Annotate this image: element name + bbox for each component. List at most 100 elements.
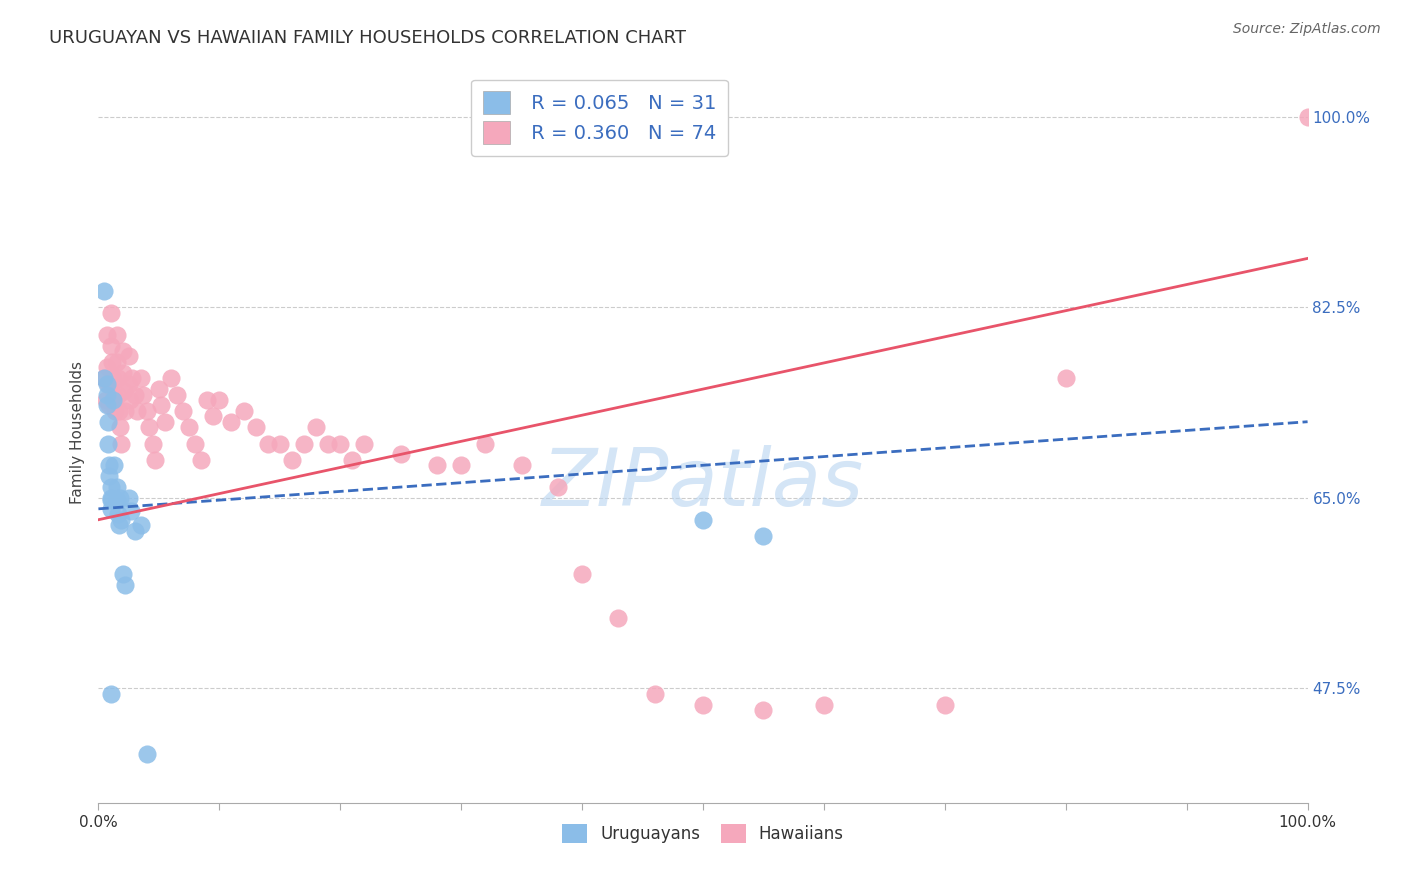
Point	[100, 355, 122, 369]
Point	[100, 687, 122, 701]
Point	[256, 436, 278, 450]
Point	[316, 436, 339, 450]
Point	[124, 387, 146, 401]
Point	[692, 513, 714, 527]
Point	[96, 387, 118, 401]
Point	[692, 698, 714, 712]
Point	[101, 392, 124, 407]
Point	[292, 436, 315, 450]
Point	[179, 420, 201, 434]
Point	[813, 698, 835, 712]
Point	[103, 387, 125, 401]
Point	[426, 458, 449, 473]
Point	[105, 493, 128, 508]
Point	[107, 387, 129, 401]
Point	[110, 513, 132, 527]
Point	[110, 436, 132, 450]
Point	[135, 747, 157, 761]
Point	[93, 371, 115, 385]
Point	[98, 469, 121, 483]
Point	[143, 453, 166, 467]
Point	[127, 404, 149, 418]
Point	[108, 518, 131, 533]
Point	[269, 436, 291, 450]
Point	[97, 376, 120, 391]
Point	[96, 360, 118, 375]
Point	[934, 698, 956, 712]
Point	[172, 404, 194, 418]
Point	[107, 508, 129, 522]
Point	[329, 436, 352, 450]
Point	[305, 420, 328, 434]
Point	[150, 398, 173, 412]
Point	[510, 458, 533, 473]
Point	[112, 384, 135, 399]
Point	[118, 350, 141, 364]
Point	[153, 415, 176, 429]
Point	[100, 491, 122, 505]
Point	[93, 284, 115, 298]
Point	[281, 453, 304, 467]
Point	[245, 420, 267, 434]
Text: Source: ZipAtlas.com: Source: ZipAtlas.com	[1233, 22, 1381, 37]
Point	[342, 453, 364, 467]
Point	[547, 480, 569, 494]
Point	[105, 355, 128, 369]
Point	[202, 409, 225, 424]
Point	[96, 327, 118, 342]
Legend: Uruguayans, Hawaiians: Uruguayans, Hawaiians	[555, 817, 851, 850]
Point	[120, 504, 142, 518]
Point	[100, 501, 122, 516]
Point	[94, 392, 117, 407]
Point	[752, 703, 775, 717]
Point	[190, 453, 212, 467]
Point	[450, 458, 472, 473]
Point	[108, 491, 131, 505]
Point	[124, 524, 146, 538]
Point	[100, 493, 122, 508]
Point	[118, 392, 141, 407]
Point	[221, 415, 243, 429]
Point	[104, 404, 127, 418]
Point	[111, 567, 134, 582]
Point	[1054, 371, 1077, 385]
Point	[100, 306, 122, 320]
Point	[114, 404, 136, 418]
Point	[121, 371, 143, 385]
Point	[148, 382, 170, 396]
Text: ZIPatlas: ZIPatlas	[541, 445, 865, 524]
Point	[184, 436, 207, 450]
Point	[389, 447, 412, 461]
Point	[98, 398, 121, 412]
Point	[132, 387, 155, 401]
Point	[644, 687, 666, 701]
Text: URUGUAYAN VS HAWAIIAN FAMILY HOUSEHOLDS CORRELATION CHART: URUGUAYAN VS HAWAIIAN FAMILY HOUSEHOLDS …	[49, 29, 686, 46]
Point	[114, 578, 136, 592]
Point	[1296, 110, 1319, 124]
Point	[118, 376, 141, 391]
Point	[97, 415, 120, 429]
Point	[208, 392, 231, 407]
Point	[96, 376, 118, 391]
Point	[160, 371, 183, 385]
Point	[129, 371, 152, 385]
Point	[98, 458, 121, 473]
Point	[93, 371, 115, 385]
Point	[118, 491, 141, 505]
Point	[129, 518, 152, 533]
Point	[607, 610, 630, 624]
Point	[111, 366, 134, 380]
Point	[571, 567, 593, 582]
Point	[138, 420, 160, 434]
Point	[752, 529, 775, 543]
Point	[100, 480, 122, 494]
Point	[105, 327, 128, 342]
Point	[100, 338, 122, 352]
Point	[474, 436, 496, 450]
Point	[111, 343, 134, 358]
Point	[166, 387, 188, 401]
Point	[96, 398, 118, 412]
Point	[107, 371, 129, 385]
Point	[97, 436, 120, 450]
Point	[195, 392, 218, 407]
